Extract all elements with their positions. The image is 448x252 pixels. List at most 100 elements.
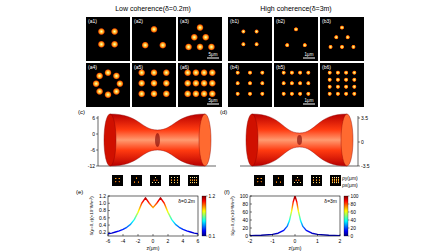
axis-tick	[96, 166, 98, 167]
y-tick-label: 0.6	[99, 215, 106, 221]
beam-spot	[116, 80, 123, 87]
beam-spot	[328, 45, 333, 50]
beam-spot	[298, 81, 303, 86]
image-background	[188, 175, 199, 186]
x-tick-label: -2	[248, 238, 253, 244]
beam-spot	[138, 181, 140, 183]
colorbar-tick-label: 80	[351, 202, 357, 207]
beam-spot	[196, 24, 203, 31]
data-group	[108, 198, 198, 234]
beam-spot	[159, 41, 166, 48]
focus-marker	[297, 135, 302, 145]
colorbar	[344, 196, 348, 236]
beam-spot	[285, 43, 290, 48]
beam-spot	[156, 179, 158, 181]
image-background	[273, 175, 284, 186]
beam-spot	[352, 70, 357, 75]
colorbar-tick-label: 0.1	[209, 234, 216, 239]
beam-spot	[184, 69, 191, 76]
image-background	[274, 63, 318, 107]
beam-spot	[344, 77, 349, 82]
y-axis-label: S(ρ=0,z)(×10⁷W/m²)	[89, 196, 94, 236]
image-background	[178, 17, 222, 61]
panel-label: (a4)	[88, 64, 97, 70]
image-panel: (b3)	[320, 17, 364, 61]
scale-bar-label: 1μm	[305, 52, 314, 57]
beam-spot	[352, 84, 357, 89]
beam-spot	[177, 182, 179, 184]
colorbar-tick-label: 100	[351, 194, 359, 199]
beam-spot	[306, 91, 311, 96]
image-panel: (b2)1μm	[274, 17, 318, 61]
beam-spot	[150, 80, 157, 87]
beam-spot	[295, 179, 297, 181]
beam-spot	[335, 91, 340, 96]
beam-spot	[208, 43, 215, 50]
image-panel: (b4)	[228, 63, 272, 107]
tick-label: -3.5	[361, 163, 370, 169]
beam-spot	[241, 42, 246, 47]
beam-spot	[96, 72, 103, 79]
beam-spot	[118, 181, 120, 183]
beam-spot	[115, 181, 117, 183]
beam-spot	[327, 70, 332, 75]
axis-line	[358, 116, 359, 166]
header: High coherence(δ=3m)	[260, 5, 331, 13]
x-tick-label: 4	[182, 238, 185, 244]
beam-spot	[196, 179, 198, 181]
beam-spot	[209, 80, 216, 87]
beam-spot	[334, 35, 339, 40]
panel-label: (a3)	[180, 18, 189, 24]
beam-spot	[209, 69, 216, 76]
tick-label: -6	[91, 147, 96, 153]
beam-spot	[289, 70, 294, 75]
panel-label: (a1)	[88, 18, 97, 24]
panel-label: (a6)	[180, 64, 189, 70]
beam-spot	[184, 90, 191, 97]
scale-bar-label: 5μm	[209, 98, 218, 103]
beam-spot	[335, 70, 340, 75]
beam-spot	[192, 90, 199, 97]
beam-spot	[344, 91, 349, 96]
image-background	[311, 175, 322, 186]
beam-spot	[336, 182, 338, 184]
annotation: δ=0.2m	[178, 198, 195, 204]
beam-spot	[202, 34, 209, 41]
y-axis-label: S(ρ=0,z)(×10⁴W/m²)	[230, 196, 235, 236]
header: Low coherence(δ=0.2m)	[115, 5, 191, 13]
y-tick	[250, 220, 252, 221]
beam-spot	[278, 177, 280, 179]
beam-spot	[235, 81, 240, 86]
colorbar-tick	[348, 236, 350, 237]
beam-spot	[340, 45, 345, 50]
line-chart: -2-1012020406080100020406080100z(μm)S(ρ=…	[224, 189, 359, 251]
beam-spot	[352, 91, 357, 96]
beam-spot	[260, 181, 262, 183]
x-tick-label: -1	[270, 238, 275, 244]
surface-panel: 3.50-3.5(d)ρy(μm)ρx(μm)	[220, 109, 370, 188]
beam-spot	[338, 177, 340, 179]
intensity-curve	[108, 198, 198, 234]
beam-spot	[289, 81, 294, 86]
image-background	[150, 175, 161, 186]
x-tick-label: -4	[121, 238, 126, 244]
beam-spot	[257, 178, 259, 180]
image-background	[228, 17, 272, 61]
x-tick-label: 1	[316, 238, 319, 244]
scale-bar	[207, 104, 219, 105]
beam-spot	[98, 41, 105, 48]
x-tick	[183, 234, 184, 236]
beam-spot	[248, 70, 253, 75]
colorbar-tick-label: 0	[351, 234, 354, 239]
beam-spot	[332, 180, 334, 182]
beam-spot	[332, 182, 334, 184]
axis-tick	[96, 118, 98, 119]
beam-spot	[141, 41, 148, 48]
annotation: δ=3m	[324, 198, 337, 204]
y-tick	[250, 196, 252, 197]
tick-label: 0	[361, 139, 364, 145]
beam-spot	[192, 179, 194, 181]
colorbar-tick	[348, 228, 350, 229]
y-tick-label: 80	[242, 201, 248, 207]
beam-spot	[191, 34, 198, 41]
